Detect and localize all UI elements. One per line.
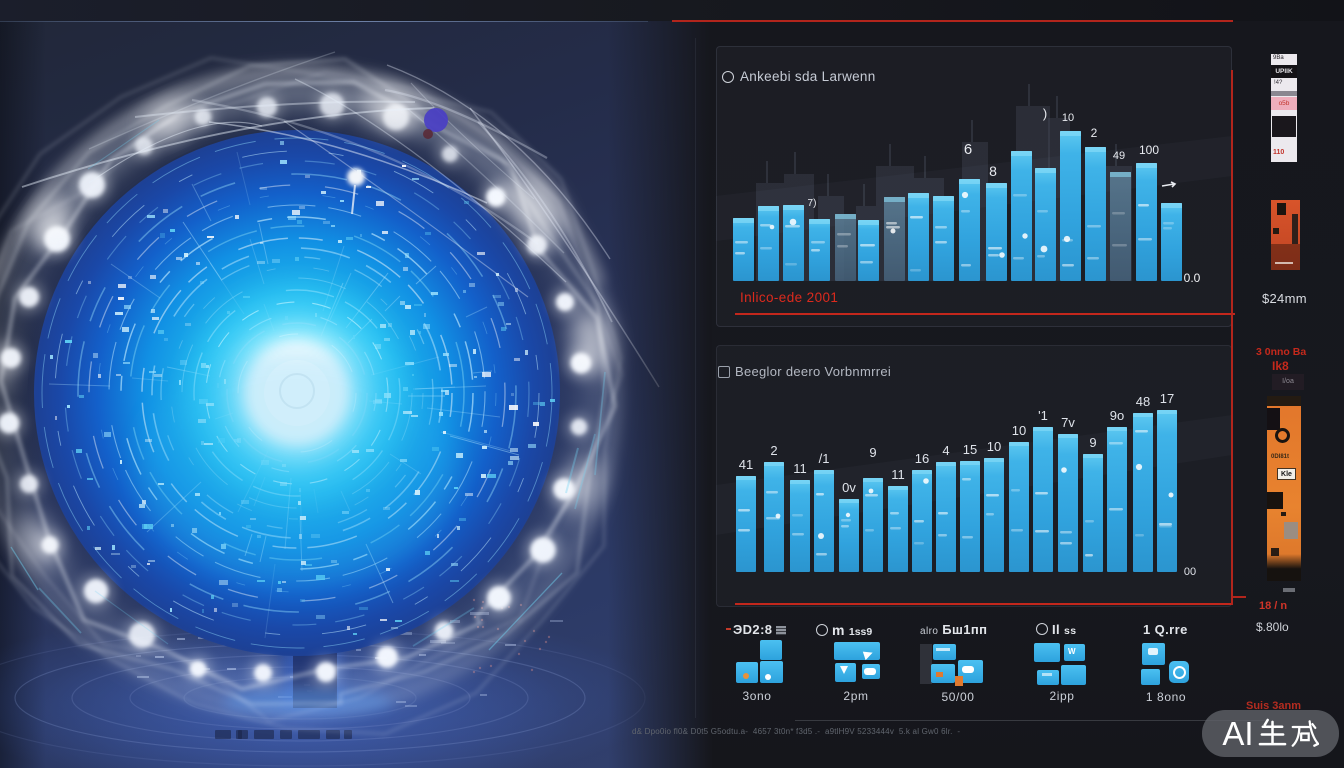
svg-text:00: 00 (1184, 566, 1196, 578)
svg-text:11: 11 (793, 461, 807, 476)
svg-text:7v: 7v (1061, 415, 1075, 430)
svg-text:0v: 0v (842, 480, 856, 495)
svg-text:10: 10 (1062, 112, 1074, 124)
svg-text:/1: /1 (819, 451, 830, 466)
svg-text:8: 8 (989, 163, 997, 179)
svg-text:100: 100 (1139, 143, 1159, 157)
svg-text:41: 41 (739, 457, 753, 472)
svg-text:15: 15 (963, 442, 977, 457)
svg-text:): ) (1043, 106, 1047, 121)
svg-text:9: 9 (869, 445, 876, 460)
svg-text:10: 10 (1012, 423, 1026, 438)
svg-text:7): 7) (808, 198, 817, 209)
svg-text:0.0: 0.0 (1184, 271, 1201, 285)
svg-text:48: 48 (1136, 394, 1150, 409)
svg-text:'1: '1 (1038, 408, 1048, 423)
svg-text:11: 11 (891, 467, 905, 482)
svg-text:16: 16 (915, 451, 929, 466)
svg-text:2: 2 (770, 443, 777, 458)
svg-text:6: 6 (964, 141, 972, 158)
svg-text:4: 4 (942, 443, 949, 458)
svg-text:9o: 9o (1110, 408, 1124, 423)
svg-text:10: 10 (987, 439, 1001, 454)
svg-text:17: 17 (1160, 391, 1174, 406)
svg-text:49: 49 (1113, 150, 1125, 162)
svg-text:2: 2 (1091, 126, 1098, 140)
svg-text:9: 9 (1089, 435, 1096, 450)
